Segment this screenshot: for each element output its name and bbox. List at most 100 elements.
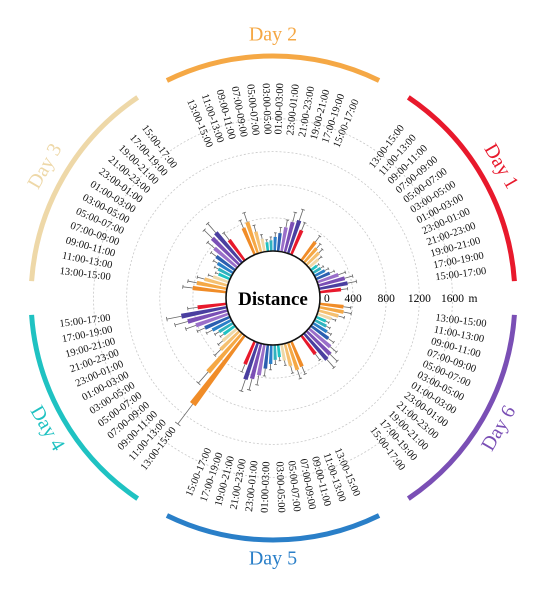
error-bar	[325, 320, 330, 323]
axis-tick-label: 1200	[408, 293, 431, 305]
bar	[319, 302, 344, 309]
error-bar	[203, 229, 213, 239]
error-bar	[220, 333, 224, 337]
axis-tick-label: 0	[324, 293, 330, 305]
bars	[165, 208, 358, 427]
bar	[180, 305, 228, 319]
bar	[317, 276, 346, 287]
bar	[300, 334, 317, 356]
center-circle	[225, 250, 321, 346]
error-bar	[285, 219, 288, 228]
error-cap	[301, 208, 305, 211]
error-cap	[298, 377, 303, 380]
bar	[315, 315, 327, 323]
bar	[305, 330, 332, 356]
error-bar	[248, 378, 253, 391]
error-cap	[321, 248, 324, 251]
error-bar	[326, 331, 332, 335]
error-cap	[238, 219, 242, 222]
time-slot-label: 01:00-03:00	[273, 83, 286, 135]
bar	[211, 318, 233, 332]
error-bar	[340, 288, 348, 290]
bar	[310, 264, 318, 272]
error-bar	[329, 346, 337, 353]
error-cap	[303, 373, 307, 376]
bar	[313, 269, 326, 278]
error-cap	[290, 372, 295, 374]
error-bar	[331, 318, 336, 321]
bar	[206, 332, 243, 374]
grid-circles	[93, 118, 453, 478]
error-bar	[318, 249, 323, 254]
error-bar	[166, 315, 182, 320]
error-bar	[177, 403, 194, 425]
error-cap	[219, 335, 222, 338]
error-cap	[247, 389, 252, 391]
error-bar	[182, 286, 193, 289]
error-bar	[215, 272, 219, 275]
error-cap	[293, 211, 298, 214]
grid-circle	[159, 184, 387, 412]
day-arc	[29, 95, 140, 282]
error-bar	[297, 369, 301, 379]
error-bar	[344, 275, 353, 279]
error-cap	[174, 322, 176, 328]
day-label: Day 6	[477, 402, 520, 455]
bar	[273, 344, 277, 360]
bar	[280, 227, 288, 253]
bar	[305, 251, 321, 266]
error-bar	[338, 271, 346, 276]
error-bar	[320, 266, 324, 269]
error-cap	[212, 259, 215, 263]
bar	[316, 312, 332, 321]
error-bar	[301, 222, 306, 231]
error-cap	[335, 350, 338, 354]
bar	[286, 342, 300, 371]
error-cap	[320, 255, 323, 259]
error-bar	[298, 209, 304, 221]
error-cap	[207, 273, 210, 277]
error-cap	[303, 221, 307, 224]
error-bar	[197, 276, 205, 280]
bar	[243, 340, 256, 365]
error-bar	[315, 353, 321, 361]
error-cap	[217, 343, 220, 346]
error-cap	[196, 381, 201, 385]
day-arc	[165, 513, 381, 543]
error-bar	[329, 353, 338, 362]
bar	[214, 231, 243, 264]
error-bar	[198, 371, 209, 384]
error-bar	[207, 241, 215, 249]
day-arc	[406, 95, 517, 282]
error-bar	[329, 270, 335, 274]
error-bar	[207, 223, 217, 234]
error-bar	[290, 365, 293, 374]
error-bar	[326, 325, 331, 329]
error-bar	[284, 360, 286, 366]
error-cap	[196, 275, 199, 279]
bar	[218, 321, 234, 334]
bar	[290, 229, 304, 256]
error-cap	[334, 318, 337, 322]
bar	[260, 238, 266, 253]
error-bar	[185, 325, 197, 330]
error-cap	[242, 211, 246, 214]
bar	[187, 309, 229, 324]
time-slot-label: 03:00-05:00	[274, 461, 287, 513]
error-cap	[174, 421, 181, 427]
error-cap	[255, 384, 259, 386]
day-label: Day 5	[249, 548, 297, 570]
chart-title: Distance	[238, 289, 308, 310]
error-cap	[283, 364, 287, 367]
bar	[256, 343, 266, 376]
bar	[204, 277, 229, 287]
day-arc	[29, 314, 140, 501]
error-cap	[327, 267, 330, 270]
error-cap	[202, 228, 206, 232]
day-label: Day 4	[26, 402, 69, 455]
error-cap	[213, 353, 217, 357]
bar	[269, 240, 273, 252]
